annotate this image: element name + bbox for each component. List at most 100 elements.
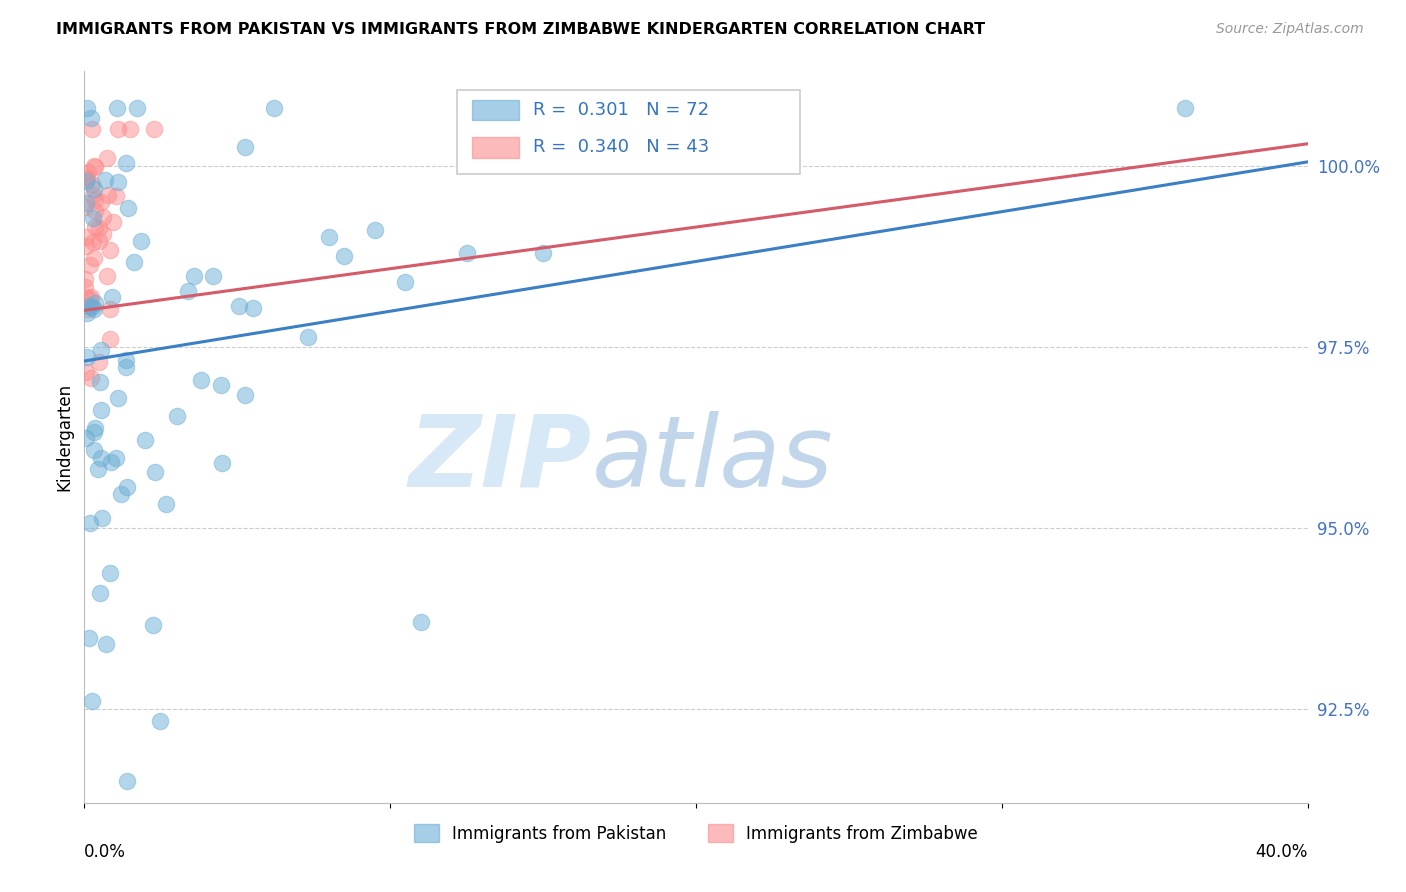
Point xyxy=(318,230,340,244)
Point xyxy=(105,189,128,203)
Point xyxy=(263,101,285,115)
Point xyxy=(115,155,138,169)
Point xyxy=(134,434,156,448)
Point xyxy=(122,255,145,269)
Text: ZIP: ZIP xyxy=(409,410,592,508)
Point xyxy=(75,365,97,379)
Point xyxy=(76,172,98,186)
Point xyxy=(83,296,105,310)
Point xyxy=(76,302,98,317)
Point xyxy=(96,269,118,284)
Point xyxy=(90,194,112,209)
Point xyxy=(143,465,166,479)
Point xyxy=(75,272,97,286)
Point xyxy=(94,637,117,651)
Point xyxy=(75,290,97,304)
Point xyxy=(79,258,101,272)
Point xyxy=(166,409,188,423)
Point xyxy=(409,615,432,630)
Point xyxy=(297,329,319,343)
Point xyxy=(107,391,129,405)
Point xyxy=(83,302,105,317)
Y-axis label: Kindergarten: Kindergarten xyxy=(55,383,73,491)
Point xyxy=(76,101,98,115)
Point xyxy=(233,140,256,154)
Point xyxy=(114,360,136,375)
Point xyxy=(75,195,97,210)
Point xyxy=(90,451,112,466)
Text: 0.0%: 0.0% xyxy=(84,843,127,861)
Point xyxy=(394,276,416,290)
Point xyxy=(76,431,98,445)
Point xyxy=(107,122,129,136)
Point xyxy=(79,300,101,314)
Point xyxy=(77,299,100,313)
Point xyxy=(211,456,233,470)
Point xyxy=(73,279,96,293)
Point xyxy=(79,516,101,531)
Point xyxy=(115,480,138,494)
Point xyxy=(84,421,107,435)
Text: R =  0.340   N = 43: R = 0.340 N = 43 xyxy=(533,138,710,156)
Point xyxy=(107,175,129,189)
Point xyxy=(82,122,104,136)
Point xyxy=(364,223,387,237)
Point xyxy=(98,332,121,346)
Point xyxy=(82,211,104,225)
Point xyxy=(80,177,103,191)
Point xyxy=(149,714,172,728)
Point xyxy=(107,101,129,115)
Point xyxy=(142,618,165,632)
Point xyxy=(100,455,122,469)
Point xyxy=(96,152,118,166)
Point xyxy=(228,299,250,313)
Point xyxy=(91,511,114,525)
Text: IMMIGRANTS FROM PAKISTAN VS IMMIGRANTS FROM ZIMBABWE KINDERGARTEN CORRELATION CH: IMMIGRANTS FROM PAKISTAN VS IMMIGRANTS F… xyxy=(56,22,986,37)
Point xyxy=(91,211,114,225)
Point xyxy=(79,292,101,306)
Point xyxy=(80,371,103,385)
Point xyxy=(76,306,98,320)
Point xyxy=(89,586,111,600)
FancyBboxPatch shape xyxy=(457,90,800,174)
Point xyxy=(83,442,105,457)
Point xyxy=(104,450,127,465)
Point xyxy=(84,219,107,234)
Point xyxy=(531,246,554,260)
Point xyxy=(75,230,97,244)
Point xyxy=(117,201,139,215)
Point xyxy=(176,285,198,299)
Point xyxy=(115,352,138,367)
Point xyxy=(75,201,97,215)
Point xyxy=(87,355,110,369)
Point xyxy=(87,220,110,235)
Point xyxy=(90,402,112,417)
Point xyxy=(83,425,105,440)
Point xyxy=(80,290,103,304)
Point xyxy=(75,174,97,188)
Point xyxy=(101,290,124,304)
Point xyxy=(456,246,478,260)
Point xyxy=(82,188,104,202)
Point xyxy=(654,101,676,115)
Text: Source: ZipAtlas.com: Source: ZipAtlas.com xyxy=(1216,22,1364,37)
Point xyxy=(98,566,121,580)
Point xyxy=(80,112,103,126)
Point xyxy=(91,227,114,241)
Point xyxy=(77,631,100,645)
Point xyxy=(233,388,256,402)
Point xyxy=(89,376,111,390)
Point xyxy=(97,187,120,202)
Point xyxy=(98,301,121,316)
Point xyxy=(120,122,142,136)
Point xyxy=(98,243,121,257)
Text: R =  0.301   N = 72: R = 0.301 N = 72 xyxy=(533,101,710,120)
Point xyxy=(75,239,97,253)
Point xyxy=(333,249,356,263)
Text: 40.0%: 40.0% xyxy=(1256,843,1308,861)
Point xyxy=(190,373,212,387)
Point xyxy=(83,251,105,265)
Point xyxy=(155,497,177,511)
Point xyxy=(142,122,165,136)
Point xyxy=(83,159,105,173)
